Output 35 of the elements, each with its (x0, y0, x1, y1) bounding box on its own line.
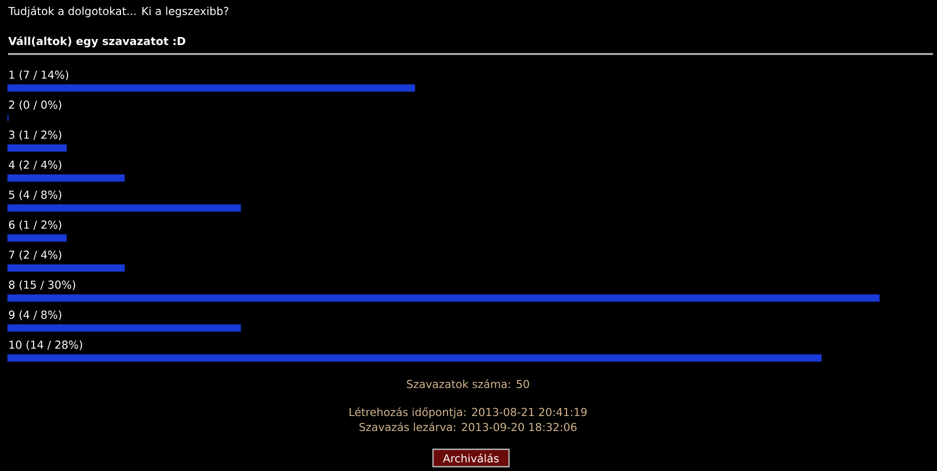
data-label: (2 / 4%) (20, 160, 62, 170)
bar (7, 84, 416, 92)
y-tick-label: 1 (9, 70, 14, 79)
y-tick-label: 7 (9, 250, 14, 259)
y-tick-label: 2 (9, 100, 14, 109)
text: Szavazás lezárva: 2013-09-20 18:32:06 (359, 422, 577, 432)
y-tick-label: 5 (9, 190, 14, 199)
bar (7, 264, 125, 272)
y-tick-label: 8 (9, 280, 14, 289)
bar (7, 234, 67, 242)
bar (7, 294, 880, 302)
chart-subtitle: Váll(altok) egy szavazatot :D (8, 36, 186, 48)
y-tick-label: 10 (9, 340, 22, 349)
y-tick-label: 6 (9, 220, 15, 229)
data-label: (14 / 28%) (26, 340, 82, 350)
data-label: (0 / 0%) (20, 100, 62, 110)
bar (7, 204, 241, 212)
y-tick-label: 4 (8, 160, 15, 169)
y-tick-label: 3 (9, 130, 14, 139)
data-label: (2 / 4%) (20, 250, 62, 260)
data-label: (1 / 2%) (20, 130, 62, 140)
data-label: (4 / 8%) (20, 310, 62, 320)
data-label: (15 / 30%) (20, 280, 76, 290)
bar (7, 324, 241, 332)
bar (7, 174, 125, 182)
chart-title: Tudjátok a dolgotokat... Ki a legszexibb? (8, 6, 228, 18)
text: Szavazatok száma: 50 (406, 379, 530, 388)
bar (7, 144, 67, 152)
data-label: (4 / 8%) (20, 190, 62, 200)
text: Létrehozás időpontja: 2013-08-21 20:41:19 (350, 407, 587, 418)
data-label: (7 / 14%) (20, 70, 68, 80)
bar (7, 354, 822, 362)
data-label: (1 / 2%) (20, 220, 62, 230)
text: Archiválás (442, 454, 499, 462)
y-tick-label: 9 (8, 310, 14, 319)
